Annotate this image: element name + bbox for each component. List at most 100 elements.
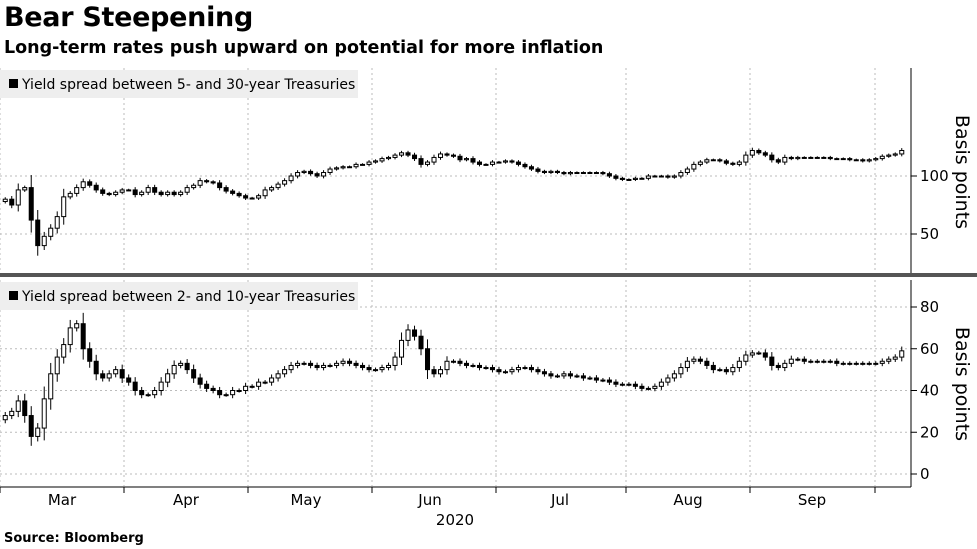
top-candle-28 — [184, 184, 190, 196]
top-candle-body-38 — [249, 197, 255, 200]
bottom-candle-body-116 — [756, 352, 762, 355]
bottom-candle-body-50 — [327, 364, 333, 367]
top-candle-117 — [762, 150, 768, 158]
bottom-candle-109 — [710, 361, 716, 374]
bottom-candle-123 — [801, 356, 807, 365]
bottom-candle-55 — [360, 362, 366, 371]
top-candle-body-122 — [795, 156, 801, 160]
bottom-candle-4 — [28, 406, 34, 446]
bottom-ytick-label-40: 40 — [920, 382, 939, 400]
bottom-candle-10 — [67, 319, 73, 353]
top-candle-98 — [639, 177, 645, 180]
bottom-candle-62 — [405, 324, 411, 347]
bottom-candle-5 — [35, 423, 41, 442]
top-candle-body-113 — [736, 161, 742, 165]
bottom-candle-119 — [775, 362, 781, 371]
bottom-candle-85 — [554, 373, 560, 378]
top-candle-33 — [217, 180, 223, 191]
top-candle-119 — [775, 157, 781, 165]
bottom-candle-body-61 — [399, 339, 405, 358]
bottom-candle-body-4 — [28, 415, 34, 437]
top-candle-body-109 — [710, 159, 716, 162]
top-candle-132 — [860, 158, 866, 163]
bottom-candle-body-81 — [528, 367, 534, 371]
top-candle-78 — [509, 159, 515, 164]
top-candle-body-129 — [840, 158, 846, 161]
bottom-candle-92 — [600, 377, 606, 383]
top-candle-body-121 — [788, 156, 794, 160]
top-candle-2 — [15, 183, 21, 212]
top-candle-body-48 — [314, 173, 320, 177]
bottom-candle-body-111 — [723, 369, 729, 373]
top-candle-body-75 — [489, 161, 495, 165]
bottom-candle-body-47 — [308, 362, 314, 366]
bottom-candle-25 — [165, 368, 171, 388]
top-candle-85 — [554, 169, 560, 175]
bottom-candle-74 — [483, 365, 489, 370]
bottom-candle-129 — [840, 361, 846, 366]
top-candle-107 — [697, 160, 703, 167]
top-candle-body-99 — [645, 175, 651, 179]
chart-title: Bear Steepening — [4, 2, 253, 33]
top-candle-16 — [106, 191, 112, 197]
bottom-candle-126 — [821, 359, 827, 364]
bottom-candle-43 — [282, 366, 288, 378]
top-candle-body-87 — [567, 172, 573, 175]
bottom-candle-body-65 — [425, 348, 431, 371]
bottom-candle-111 — [723, 366, 729, 375]
top-candle-126 — [821, 156, 827, 159]
top-candle-body-108 — [704, 159, 710, 163]
bottom-candle-body-91 — [593, 377, 599, 381]
top-candle-67 — [437, 151, 444, 160]
top-candle-94 — [613, 174, 619, 181]
top-candle-body-86 — [561, 172, 567, 175]
top-candle-122 — [795, 155, 801, 161]
bottom-candle-101 — [658, 378, 664, 390]
top-candle-body-127 — [827, 156, 833, 160]
top-candle-75 — [489, 160, 495, 167]
top-candle-46 — [301, 169, 307, 175]
top-candle-7 — [48, 224, 54, 241]
top-candle-body-102 — [665, 175, 671, 178]
top-candle-body-49 — [321, 172, 327, 177]
x-tick-label-jul: Jul — [550, 491, 569, 509]
bottom-candle-80 — [522, 365, 528, 370]
bottom-candle-body-3 — [22, 400, 28, 417]
bottom-candle-63 — [412, 325, 418, 341]
bottom-candle-16 — [106, 370, 112, 382]
top-candle-123 — [801, 156, 807, 159]
bottom-candle-41 — [269, 374, 275, 386]
top-candle-body-15 — [100, 189, 106, 194]
top-candle-6 — [41, 231, 47, 251]
top-candle-body-104 — [678, 172, 684, 177]
top-candle-body-33 — [217, 182, 223, 189]
top-candle-body-117 — [762, 152, 768, 156]
top-candle-101 — [658, 174, 664, 178]
top-candle-112 — [730, 161, 736, 166]
top-candle-43 — [282, 178, 288, 187]
top-candle-body-97 — [632, 177, 638, 180]
x-tick-label-sep: Sep — [798, 491, 826, 509]
top-candle-body-107 — [697, 161, 703, 165]
top-candle-0 — [2, 197, 8, 204]
bottom-candle-134 — [873, 361, 879, 366]
bottom-candle-32 — [210, 385, 216, 394]
bottom-ytick-label-80: 80 — [920, 298, 939, 316]
top-candle-40 — [262, 186, 268, 199]
bottom-candle-body-93 — [606, 379, 612, 383]
candles-layer — [2, 147, 905, 446]
top-candle-body-35 — [230, 190, 236, 194]
x-tick-label-aug: Aug — [673, 491, 702, 509]
bottom-candle-body-38 — [249, 385, 255, 388]
bottom-candle-body-33 — [217, 390, 223, 396]
top-candle-body-23 — [152, 187, 158, 193]
top-candle-body-124 — [808, 156, 814, 159]
top-candle-138 — [899, 148, 905, 157]
top-candle-50 — [327, 166, 333, 175]
top-candle-body-94 — [613, 175, 619, 179]
top-candle-body-52 — [340, 166, 346, 169]
bottom-candle-body-109 — [710, 364, 716, 371]
bottom-candle-body-104 — [678, 367, 684, 375]
top-candle-body-73 — [476, 161, 482, 165]
bottom-candle-body-95 — [619, 383, 625, 386]
